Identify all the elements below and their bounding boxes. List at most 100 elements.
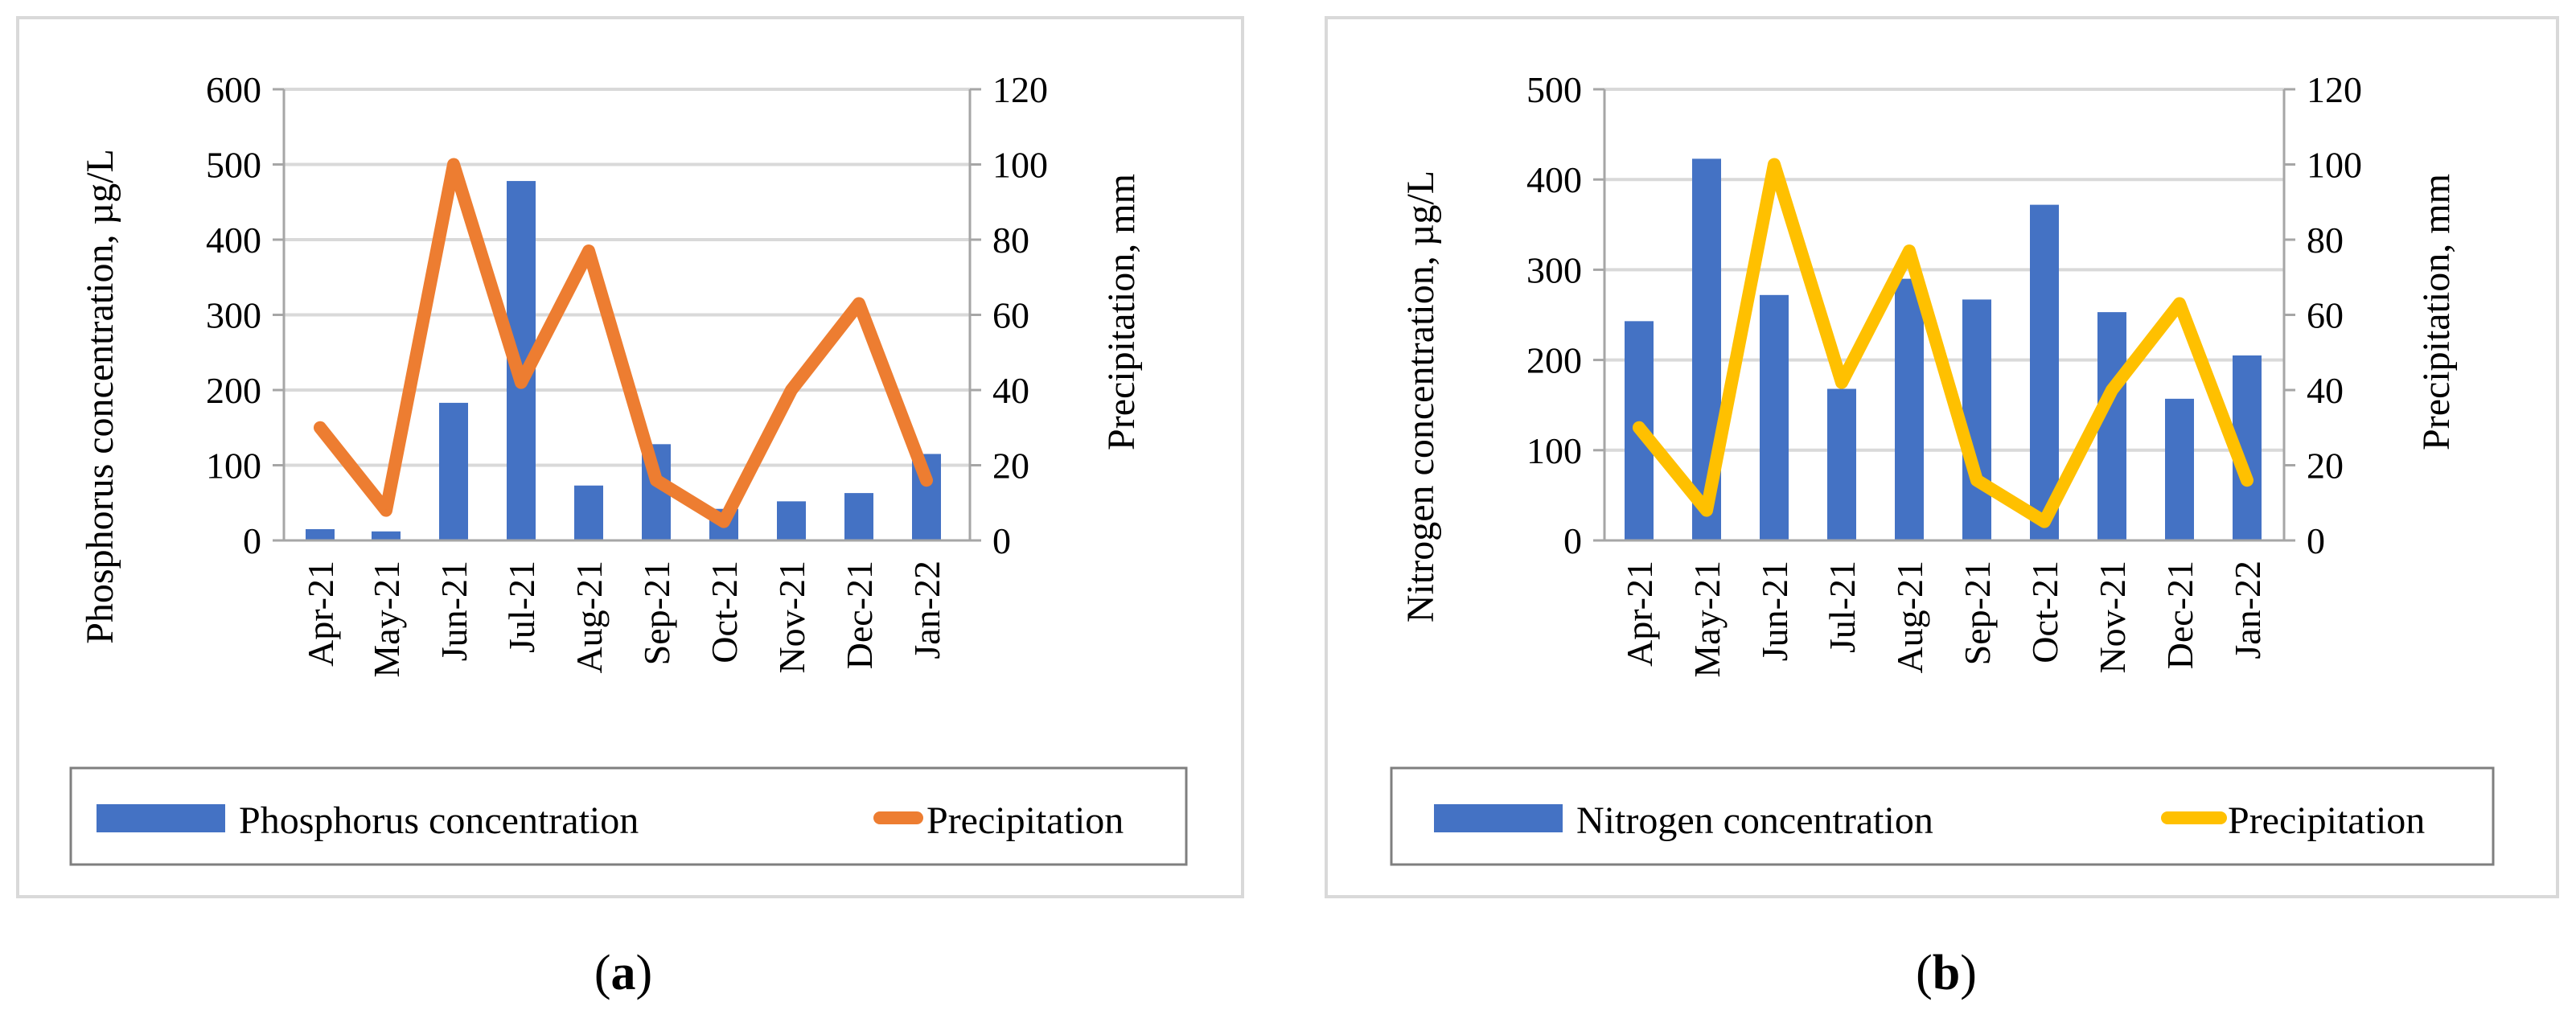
chart-frame [1325,16,2559,898]
x-tick-label: Sep-21 [1957,561,1998,665]
y-axis-title: Phosphorus concentration, µg/L [79,149,121,644]
panel-label-letter: a [611,946,636,1000]
precipitation-point [385,509,387,511]
x-tick-label: Dec-21 [2159,561,2200,669]
precipitation-point [791,389,792,391]
precipitation-point [588,250,590,253]
precipitation-point [2111,389,2113,391]
precipitation-point [1638,426,1640,429]
x-tick-label: May-21 [366,561,407,678]
right-tick-label: 80 [2307,220,2344,261]
precipitation-point [723,520,725,523]
legend-line-label: Precipitation [2228,799,2425,842]
precipitation-point [2246,479,2248,482]
bar-apr-21 [306,528,335,540]
right-tick-label: 100 [992,145,1048,186]
x-tick-label: Oct-21 [704,561,745,663]
legend-bar-label: Phosphorus concentration [239,799,639,842]
bar-sep-21 [1962,299,1991,540]
precipitation-point [858,302,860,305]
right-tick-label: 20 [992,446,1029,487]
right-tick-label: 120 [2307,69,2362,110]
legend-box [1390,766,2495,866]
legend-box [69,766,1188,866]
panel-label-open: ( [1916,946,1933,1000]
x-tick-label: Jan-22 [906,561,947,659]
bar-jun-21 [439,402,468,540]
legend-bar-swatch [97,804,225,832]
x-tick-label: Jan-22 [2227,561,2268,659]
bar-oct-21 [2030,204,2059,540]
right-tick-label: 20 [2307,446,2344,487]
y-axis-title: Nitrogen concentration, µg/L [1399,170,1442,622]
x-tick-label: Jul-21 [1822,561,1863,653]
bar-nov-21 [777,501,806,540]
precipitation-point [1706,509,1707,511]
chart-frame [16,16,1244,898]
left-tick-label: 500 [1526,69,1582,110]
bar-aug-21 [1895,278,1924,540]
left-tick-label: 300 [206,295,261,336]
left-tick-label: 400 [1526,159,1582,200]
precipitation-point [453,163,454,166]
x-tick-label: May-21 [1687,561,1728,678]
panel-label-close: ) [1960,946,1977,1000]
right-tick-label: 40 [992,370,1029,411]
left-tick-label: 600 [206,69,261,110]
bar-nov-21 [2097,312,2126,540]
right-tick-label: 0 [2307,520,2325,561]
bar-jul-21 [1827,388,1856,540]
precipitation-point [655,479,657,482]
panel-label-letter: b [1933,946,1960,1000]
x-tick-label: Oct-21 [2024,561,2065,663]
panel-label-open: ( [594,946,611,1000]
y2-axis-title: Precipitation, mm [1100,174,1143,450]
x-tick-label: Sep-21 [636,561,677,665]
precipitation-point [2044,520,2045,523]
precipitation-point [319,426,321,429]
left-tick-label: 200 [1526,340,1582,381]
chart-panel-a: 0 100 200 300 400 500 600 0 20 40 60 80 100 120 Apr-21… [16,16,1244,1000]
left-tick-label: 100 [1526,430,1582,471]
legend-bar-label: Nitrogen concentration [1576,799,1933,842]
chart-panel-b: 0 100 200 300 400 500 0 20 40 60 80 100 120 Apr-21 May… [1325,16,2559,1000]
precipitation-point [1841,381,1843,384]
x-tick-label: Apr-21 [300,561,341,667]
left-tick-label: 400 [206,220,261,261]
legend-line-label: Precipitation [926,799,1124,842]
left-tick-label: 0 [1563,520,1582,561]
x-tick-label: Aug-21 [569,561,610,674]
right-tick-label: 80 [992,220,1029,261]
x-tick-label: Nov-21 [771,561,812,674]
bar-may-21 [372,531,401,540]
precipitation-point [1908,250,1910,253]
left-tick-label: 0 [243,520,261,561]
x-tick-label: Jul-21 [501,561,542,653]
precipitation-point [520,381,522,384]
right-tick-label: 60 [2307,295,2344,336]
x-tick-label: Apr-21 [1619,561,1660,667]
left-tick-label: 500 [206,145,261,186]
x-tick-label: Nov-21 [2092,561,2133,674]
right-tick-label: 100 [2307,145,2362,186]
left-tick-label: 100 [206,446,261,487]
precipitation-point [1976,479,1978,482]
bar-dec-21 [2165,398,2194,540]
panel-label: (a) [594,946,652,1000]
x-tick-label: Aug-21 [1889,561,1930,674]
x-tick-label: Jun-21 [433,561,475,661]
left-tick-label: 300 [1526,249,1582,290]
right-tick-label: 40 [2307,370,2344,411]
panel-label-close: ) [636,946,653,1000]
right-tick-label: 120 [992,69,1048,110]
bar-dec-21 [844,493,873,540]
x-tick-label: Jun-21 [1754,561,1795,661]
bar-aug-21 [574,485,603,540]
precipitation-point [1773,163,1775,166]
precipitation-point [2179,302,2180,305]
y2-axis-title: Precipitation, mm [2415,174,2458,450]
precipitation-line [1633,158,2253,528]
legend-bar-swatch [1434,804,1563,832]
bar-jun-21 [1760,294,1789,540]
